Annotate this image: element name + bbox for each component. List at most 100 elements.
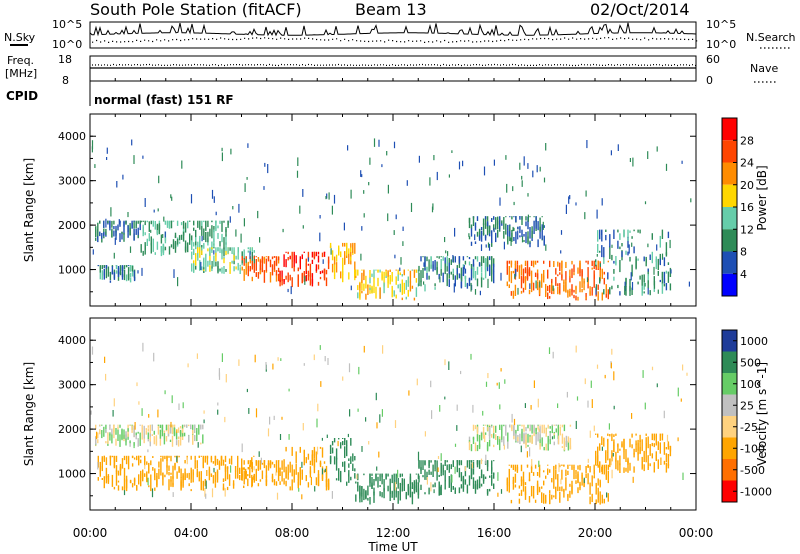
power-cell — [338, 247, 340, 253]
power-cell — [263, 256, 266, 264]
power-cell — [387, 271, 389, 284]
power-cell — [99, 231, 101, 237]
power-cell — [478, 231, 481, 236]
velocity-cell — [151, 424, 153, 431]
power-scatter-cell — [363, 213, 365, 218]
velocity-cell — [537, 424, 539, 426]
power-cell — [253, 263, 255, 273]
power-scatter-cell — [568, 196, 570, 204]
velocity-scatter-cell — [279, 434, 282, 440]
power-cell — [105, 265, 108, 269]
velocity-scatter-cell — [416, 378, 418, 386]
velocity-cell — [111, 433, 113, 444]
power-cell — [249, 266, 251, 272]
velocity-cell — [226, 466, 229, 469]
velocity-cell — [164, 455, 166, 460]
power-scatter-cell — [142, 155, 144, 159]
power-cell — [436, 267, 438, 273]
velocity-cell — [519, 433, 521, 445]
power-cell — [659, 235, 661, 248]
velocity-cell — [482, 474, 485, 482]
velocity-cell — [352, 453, 354, 462]
velocity-cell — [153, 430, 155, 435]
velocity-scatter-cell — [590, 380, 592, 388]
velocity-cell — [200, 455, 202, 457]
power-cell — [309, 263, 312, 277]
power-cell — [508, 266, 510, 279]
power-cell — [105, 228, 107, 236]
power-cell — [619, 260, 621, 273]
velocity-cell — [105, 475, 108, 484]
velocity-cell — [531, 434, 533, 443]
velocity-cell — [553, 441, 555, 446]
power-scatter-cell — [141, 267, 143, 276]
power-cell — [393, 290, 395, 297]
power-cell — [156, 230, 159, 236]
velocity-cell — [101, 466, 103, 472]
velocity-cell — [150, 478, 152, 492]
velocity-cell — [125, 438, 127, 446]
power-cell — [510, 260, 513, 268]
power-cell — [522, 268, 525, 282]
power-scatter-cell — [221, 147, 223, 152]
velocity-cell — [136, 485, 138, 491]
velocity-cell — [551, 424, 553, 434]
velocity-cell — [135, 432, 137, 436]
power-cell — [561, 269, 563, 278]
velocity-cell — [237, 458, 239, 468]
power-cell — [95, 231, 97, 237]
power-scatter-cell — [510, 238, 512, 242]
velocity-cell — [555, 464, 557, 470]
velocity-cell — [413, 480, 416, 491]
velocity-cell — [522, 479, 525, 492]
power-scatter-cell — [360, 253, 362, 261]
velocity-cell — [109, 424, 111, 430]
power-cell — [201, 247, 203, 255]
power-colorbar-label: Power [dB] — [755, 165, 769, 230]
velocity-cell — [503, 424, 505, 427]
power-cell — [354, 269, 356, 281]
power-cell — [607, 289, 609, 300]
power-cell — [263, 270, 266, 283]
velocity-cell — [601, 494, 603, 504]
date-label: 02/Oct/2014 — [590, 0, 690, 19]
power-cell — [532, 282, 535, 291]
velocity-cell — [601, 466, 603, 472]
velocity-cell — [275, 460, 278, 463]
power-cell — [661, 283, 664, 294]
velocity-cell — [393, 489, 395, 501]
velocity-cell — [234, 470, 237, 479]
velocity-colorbar-tick-label: -500 — [740, 464, 765, 477]
velocity-cell — [188, 483, 190, 487]
velocity-cell — [442, 467, 444, 476]
power-cell — [603, 257, 605, 264]
velocity-cell — [186, 473, 188, 478]
power-cell — [127, 225, 129, 238]
power-cell — [484, 258, 487, 270]
velocity-cell — [148, 485, 150, 488]
power-cell — [233, 250, 235, 261]
power-scatter-cell — [393, 230, 395, 235]
velocity-cell — [247, 467, 249, 470]
velocity-colorbar-segment — [722, 330, 737, 352]
velocity-cell — [123, 429, 125, 440]
power-cell — [150, 242, 152, 254]
power-cell — [131, 266, 134, 272]
velocity-scatter-cell — [470, 353, 472, 360]
power-scatter-cell — [394, 254, 396, 259]
power-cell — [493, 258, 495, 268]
velocity-cell — [521, 428, 523, 442]
power-cell — [146, 220, 148, 223]
velocity-cell — [188, 472, 190, 480]
velocity-scatter-cell — [321, 437, 323, 441]
power-cell — [243, 249, 245, 258]
power-scatter-cell — [232, 206, 234, 210]
velocity-cell — [158, 461, 160, 468]
power-cell — [115, 225, 117, 233]
power-scatter-cell — [122, 174, 124, 180]
velocity-scatter-cell — [269, 416, 271, 425]
velocity-scatter-cell — [606, 492, 608, 498]
power-cell — [476, 266, 479, 275]
power-cell — [571, 268, 573, 278]
